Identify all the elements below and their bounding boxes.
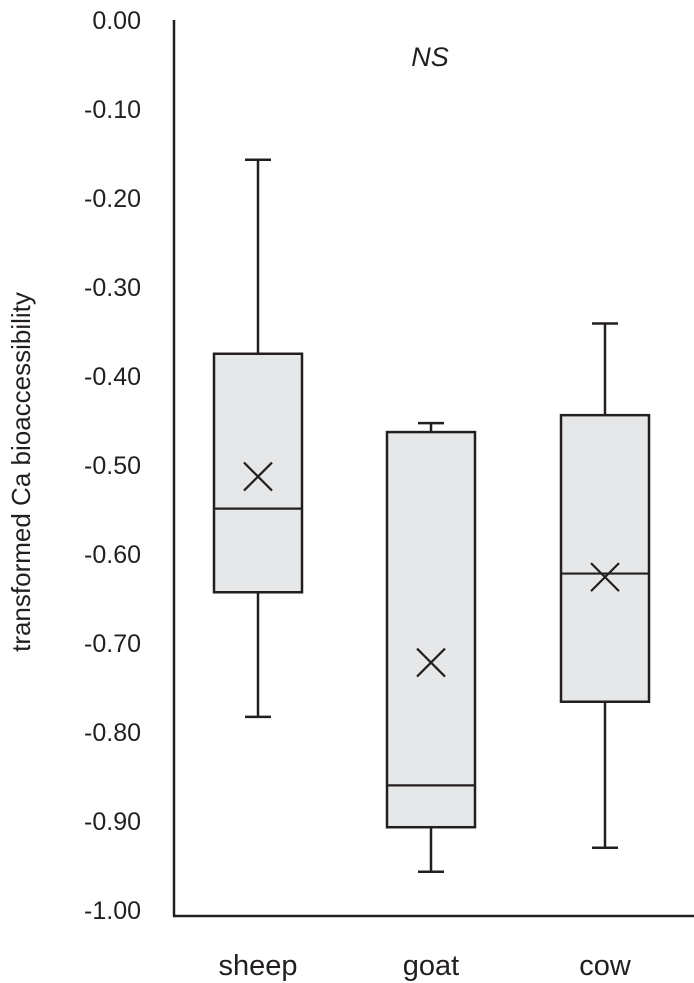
y-tick-label: 0.00	[92, 7, 141, 35]
y-tick-label: -1.00	[84, 897, 141, 925]
y-axis-label: transformed Ca bioaccessibility	[6, 292, 36, 652]
y-tick-label: -0.90	[84, 808, 141, 836]
x-category-label: cow	[579, 950, 632, 982]
significance-annotation: NS	[411, 42, 449, 72]
y-tick-label: -0.40	[84, 363, 141, 391]
y-tick-label: -0.50	[84, 452, 141, 480]
box-goat	[385, 421, 477, 873]
iqr-box	[385, 430, 477, 829]
iqr-box	[559, 413, 651, 703]
iqr-box	[212, 352, 304, 594]
mean-marker-x-icon	[243, 461, 273, 492]
y-tick-label: -0.70	[84, 630, 141, 658]
boxes	[212, 158, 651, 873]
box-cow	[559, 322, 651, 849]
y-tick-label: -0.60	[84, 541, 141, 569]
mean-marker-x-icon	[416, 647, 446, 678]
y-tick-label: -0.20	[84, 185, 141, 213]
y-tick-label: -0.10	[84, 96, 141, 124]
y-tick-labels: 0.00 -0.10 -0.20 -0.30 -0.40 -0.50 -0.60 -0.70 -…	[84, 7, 141, 925]
x-category-label: sheep	[218, 950, 297, 982]
axes	[172, 20, 694, 918]
y-axis-title: transformed Ca bioaccessibility	[6, 292, 36, 652]
x-category-label: goat	[403, 950, 459, 982]
mean-marker-x-icon	[590, 562, 620, 592]
category-labels: sheep goat cow	[218, 950, 631, 982]
y-tick-label: -0.80	[84, 719, 141, 747]
box-sheep	[212, 158, 304, 719]
y-tick-label: -0.30	[84, 274, 141, 302]
